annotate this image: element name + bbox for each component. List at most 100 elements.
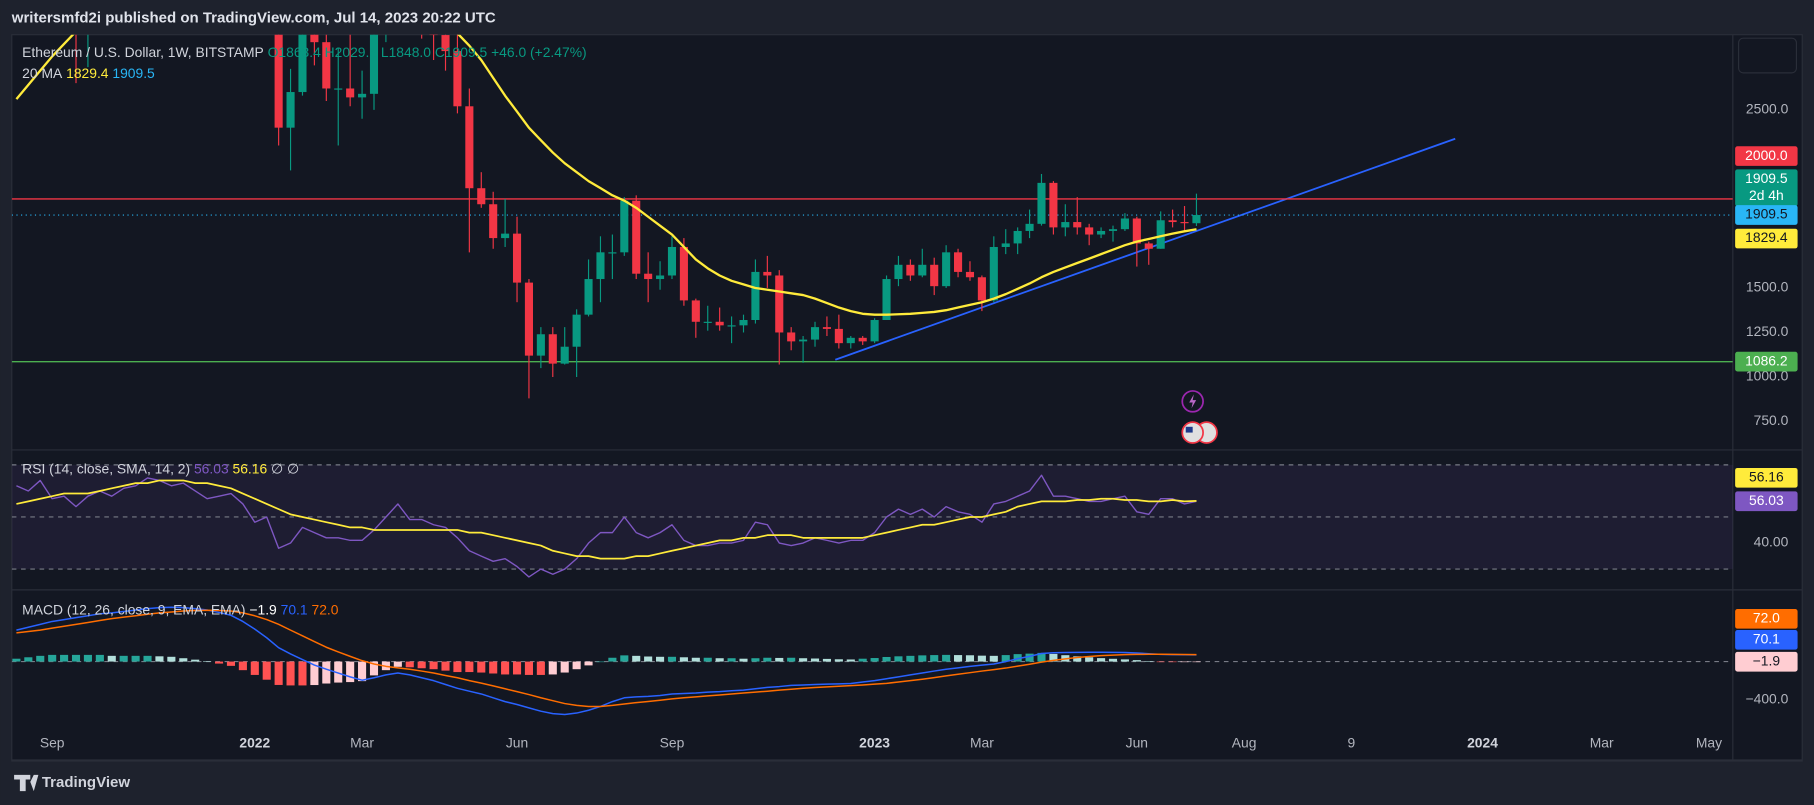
- candle-body: [1037, 182, 1046, 224]
- publisher: writersmfd2i published on TradingView.co…: [11, 9, 496, 26]
- rsi-title: RSI (14, close, SMA, 14, 2): [22, 460, 190, 476]
- y-tick-label: 750.0: [1754, 412, 1789, 428]
- histogram-bar: [298, 661, 307, 686]
- candle-body: [477, 188, 486, 205]
- x-tick-label: Mar: [1590, 734, 1614, 750]
- histogram-bar: [71, 654, 81, 662]
- candle-body: [1180, 222, 1189, 224]
- candle-body: [989, 246, 998, 301]
- toolbar-box[interactable]: [1738, 37, 1798, 74]
- ma-legend: 20 MA 1829.4 1909.5: [22, 65, 155, 81]
- histogram-bar: [894, 656, 903, 662]
- histogram-bar: [24, 657, 33, 662]
- histogram-bar: [167, 656, 176, 662]
- chart-panel: [11, 34, 1803, 762]
- histogram-bar: [536, 661, 545, 675]
- candle-body: [322, 42, 331, 89]
- candle-body: [286, 92, 295, 128]
- countdown: 2d 4h: [1749, 187, 1784, 203]
- histogram-bar: [930, 655, 939, 662]
- histogram-bar: [453, 661, 462, 673]
- histogram-bar: [48, 654, 57, 662]
- histogram-bar: [584, 661, 593, 666]
- candle-body: [882, 279, 891, 321]
- histogram-bar: [322, 661, 331, 684]
- candle-body: [775, 275, 784, 333]
- candle-body: [751, 271, 760, 321]
- signal-line: [16, 609, 1197, 708]
- candle-body: [548, 334, 557, 364]
- histogram-bar: [1001, 655, 1010, 662]
- histogram-bar: [1037, 652, 1046, 662]
- candle-body: [536, 334, 545, 356]
- histogram-bar: [441, 661, 450, 671]
- ohlc-values: O1863.4 H2029.5 L1848.0 C1909.5 +46.0 (+…: [268, 44, 587, 60]
- macd-value: 70.1: [281, 601, 308, 617]
- y-tick-label: 40.00: [1754, 534, 1789, 550]
- histogram-bar: [942, 654, 951, 662]
- rsi-value: 56.03: [194, 460, 229, 476]
- histogram-bar: [1180, 661, 1189, 663]
- histogram-bar: [763, 657, 772, 662]
- histogram-bar: [60, 654, 69, 662]
- candle-body: [703, 321, 712, 323]
- histogram-bar: [679, 657, 688, 662]
- histogram-bar: [620, 655, 629, 662]
- histogram-bar: [238, 661, 247, 671]
- candle-body: [667, 246, 677, 276]
- histogram-bar: [989, 655, 998, 662]
- rsi-ma-badge-bg: [1735, 467, 1798, 488]
- candle-body: [691, 300, 700, 322]
- histogram-bar: [1108, 658, 1118, 662]
- ma-source-badge: 1909.5: [1745, 206, 1788, 222]
- ma-source-badge-bg: [1735, 205, 1798, 225]
- histogram-bar: [512, 661, 522, 675]
- candle-body: [1132, 218, 1141, 244]
- histogram-bar: [310, 661, 319, 686]
- candle-body: [441, 35, 450, 52]
- histogram-bar: [489, 661, 498, 674]
- x-tick-label: Mar: [970, 734, 994, 750]
- histogram-bar: [608, 657, 617, 662]
- histogram-bar: [656, 656, 665, 662]
- histogram-bar: [1013, 654, 1022, 662]
- level-badge: 1086.2: [1745, 352, 1788, 368]
- trend-line: [834, 137, 1456, 361]
- histogram-bar: [131, 655, 140, 662]
- histogram-bar: [524, 661, 533, 675]
- histogram-bar: [870, 658, 879, 662]
- histogram-bar: [405, 661, 414, 668]
- histogram-bar: [596, 661, 605, 663]
- candle-body: [858, 337, 867, 342]
- histogram-bar: [334, 661, 343, 683]
- candle-body: [846, 337, 855, 344]
- signal-value: 72.0: [311, 601, 338, 617]
- candle-body: [679, 246, 688, 301]
- candle-body: [787, 332, 796, 342]
- candle-body: [358, 93, 367, 98]
- candle-body: [465, 106, 474, 189]
- candle-body: [810, 327, 820, 340]
- histogram-bar: [155, 656, 164, 662]
- macd-pane: [11, 606, 1733, 716]
- histogram-bar: [787, 657, 796, 662]
- candle-body: [930, 264, 939, 287]
- candle-body: [822, 327, 831, 329]
- histogram-bar: [1192, 661, 1201, 663]
- x-tick-label: 9: [1348, 734, 1356, 750]
- histogram-bar: [119, 655, 128, 662]
- macd-title: MACD (12, 26, close, 9, EMA, EMA): [22, 601, 245, 617]
- histogram-bar: [1120, 659, 1129, 662]
- candle-body: [942, 252, 951, 287]
- histogram-bar: [739, 658, 748, 662]
- histogram-bar: [560, 661, 569, 673]
- histogram-bar: [250, 661, 259, 675]
- histogram-bar: [214, 661, 224, 664]
- candle-body: [1073, 222, 1082, 228]
- histogram-bar: [417, 661, 426, 669]
- candle-body: [1144, 243, 1153, 249]
- candle-body: [894, 264, 903, 280]
- rsi-ma-badge: 56.16: [1749, 468, 1784, 484]
- signal-badge-bg: [1735, 609, 1798, 629]
- histogram-bar: [548, 661, 557, 675]
